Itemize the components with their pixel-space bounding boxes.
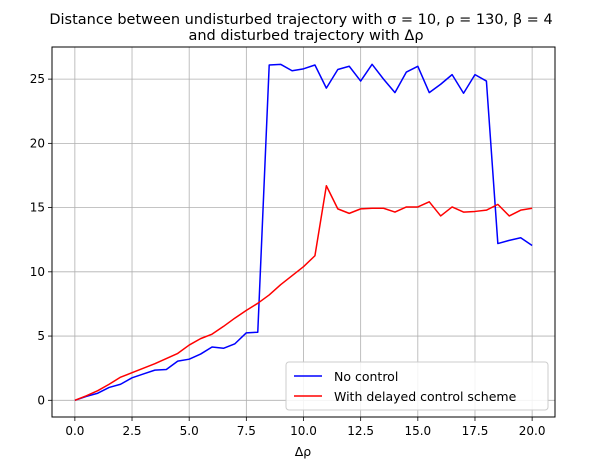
series-line-no-control: [74, 63, 533, 402]
y-axis-ticks: 0 5 10 15 20 25: [30, 72, 52, 407]
x-tick-label: 10.0: [290, 424, 317, 438]
x-axis-label: Δρ: [295, 444, 312, 459]
y-tick-label: 5: [37, 329, 45, 343]
y-tick-label: 10: [30, 265, 45, 279]
x-axis-ticks: 0.0 2.5 5.0 7.5 10.0 12.5 15.0 17.5 20.0: [65, 417, 545, 438]
legend-label-delayed-control: With delayed control scheme: [334, 389, 517, 404]
series-line-delayed-control: [74, 185, 533, 401]
legend-label-no-control: No control: [334, 369, 398, 384]
legend-box: [285, 361, 549, 411]
x-tick-label: 20.0: [519, 424, 546, 438]
chart-title-line2: and disturbed trajectory with Δρ: [188, 28, 423, 44]
series-lines: [74, 63, 533, 402]
y-tick-label: 15: [30, 201, 45, 215]
legend: No control With delayed control scheme: [285, 361, 549, 411]
x-tick-label: 5.0: [180, 424, 199, 438]
x-tick-label: 17.5: [462, 424, 489, 438]
grid: [52, 47, 555, 417]
y-tick-label: 25: [30, 72, 45, 86]
chart-title: Distance between undisturbed trajectory …: [49, 12, 552, 44]
y-tick-label: 20: [30, 136, 45, 150]
x-tick-label: 2.5: [122, 424, 141, 438]
chart-title-line1: Distance between undisturbed trajectory …: [49, 12, 552, 28]
x-tick-label: 0.0: [65, 424, 84, 438]
x-tick-label: 15.0: [404, 424, 431, 438]
x-tick-label: 7.5: [237, 424, 256, 438]
y-tick-label: 0: [37, 393, 45, 407]
x-tick-label: 12.5: [347, 424, 374, 438]
